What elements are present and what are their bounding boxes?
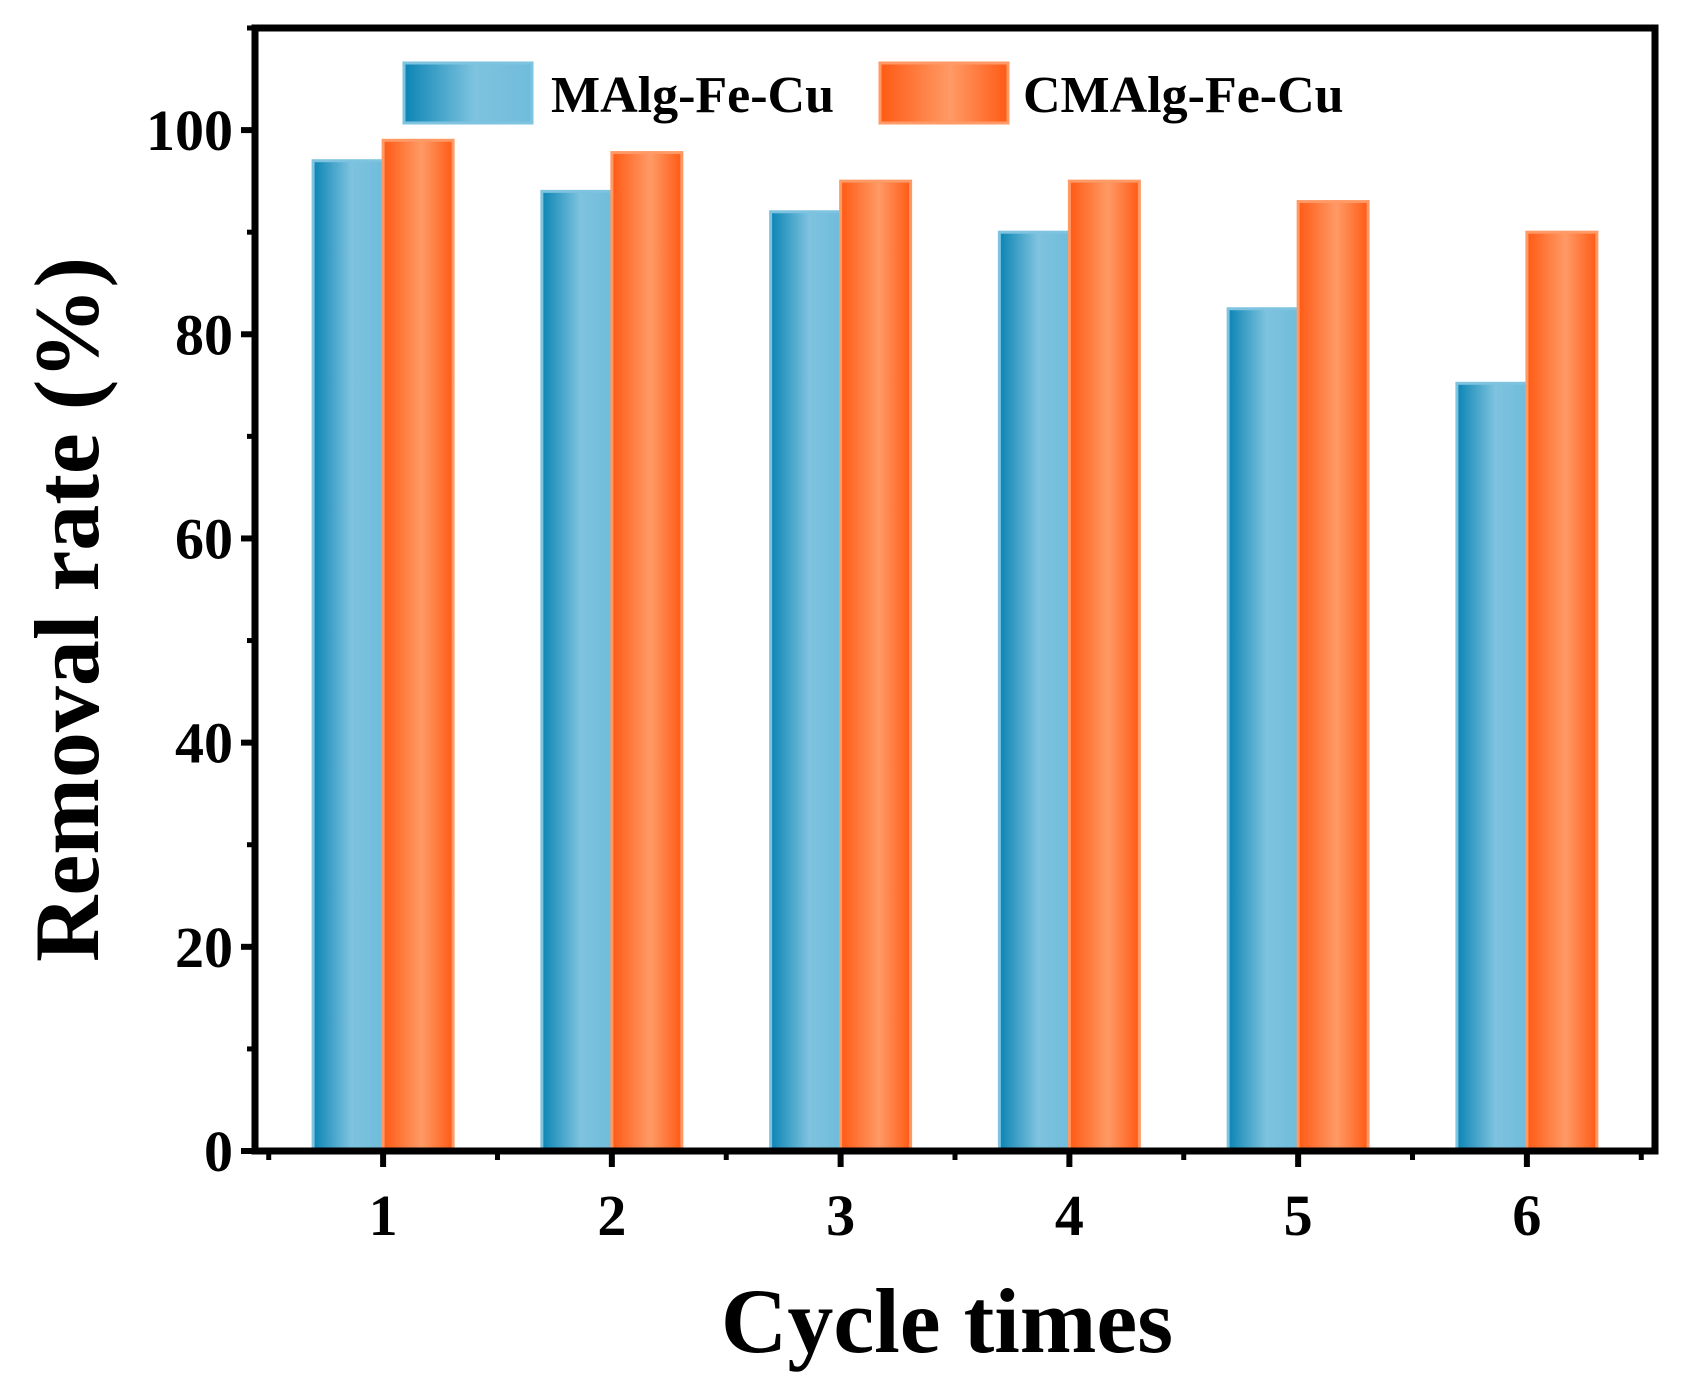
y-axis-title: Removal rate (%) [16,257,118,962]
legend-label-cmalg-fe-cu: CMAlg-Fe-Cu [1023,67,1344,124]
x-tick-label-1: 1 [369,1183,398,1248]
bar-cmalg-fe-cu-cycle-1 [381,138,455,1153]
axes-layer: 0 20 40 60 80 100 1 2 3 4 5 6 Cycle times Removal rat… [16,24,1659,1372]
y-tick-label-80: 80 [175,302,233,367]
bar-malg-fe-cu-cycle-1 [311,159,385,1153]
x-tick-label-5: 5 [1284,1183,1313,1248]
legend-swatch-cmalg-fe-cu [878,61,1010,125]
x-tick-label-3: 3 [826,1183,855,1248]
bar-cmalg-fe-cu-cycle-3 [839,179,913,1153]
x-axis-title: Cycle times [721,1270,1173,1372]
y-tick-label-100: 100 [146,98,233,163]
plot-frame [251,24,1659,1155]
y-tick-label-0: 0 [204,1119,233,1184]
y-tick-label-60: 60 [175,506,233,571]
bars-layer [311,138,1599,1153]
legend-swatch-malg-fe-cu [402,61,534,125]
bar-cmalg-fe-cu-cycle-6 [1525,230,1599,1153]
x-tick-label-2: 2 [597,1183,626,1248]
bar-cmalg-fe-cu-cycle-2 [610,151,684,1153]
bar-cmalg-fe-cu-cycle-5 [1296,200,1370,1153]
legend-label-malg-fe-cu: MAlg-Fe-Cu [551,67,834,124]
y-tick-label-40: 40 [175,711,233,776]
bar-malg-fe-cu-cycle-5 [1226,307,1300,1153]
bar-cmalg-fe-cu-cycle-4 [1067,179,1141,1153]
bar-malg-fe-cu-cycle-2 [540,189,614,1153]
x-tick-label-4: 4 [1055,1183,1084,1248]
legend: MAlg-Fe-Cu CMAlg-Fe-Cu [402,61,1344,125]
y-tick-label-20: 20 [175,915,233,980]
bar-malg-fe-cu-cycle-3 [769,210,843,1153]
bar-malg-fe-cu-cycle-4 [997,230,1071,1153]
x-tick-label-6: 6 [1512,1183,1541,1248]
bar-malg-fe-cu-cycle-6 [1455,381,1529,1153]
